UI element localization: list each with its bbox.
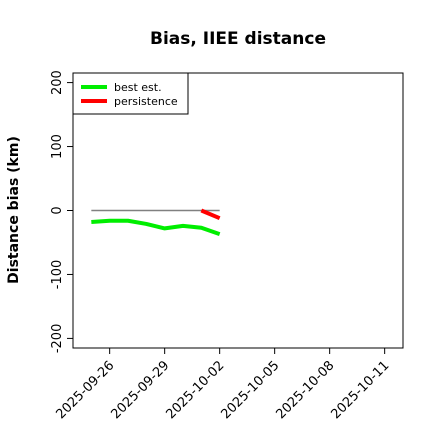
- x-tick-label: 2025-10-05: [218, 358, 282, 422]
- legend-label: persistence: [114, 95, 178, 108]
- legend: best est.persistence: [72, 72, 189, 115]
- x-tick-label: 2025-10-02: [163, 358, 227, 422]
- legend-box: [72, 72, 189, 115]
- y-axis-label: Distance bias (km): [6, 136, 22, 284]
- x-tick-label: 2025-10-11: [328, 358, 392, 422]
- y-tick-label: 200: [50, 70, 65, 95]
- y-tick-label: -100: [50, 260, 65, 290]
- series-line-persistence: [200, 208, 221, 221]
- x-tick-label: 2025-09-29: [108, 358, 172, 422]
- legend-label: best est.: [114, 81, 162, 94]
- y-tick-label: -200: [50, 324, 65, 354]
- axes: -200-10001002002025-09-262025-09-292025-…: [50, 70, 392, 422]
- plot-content: [91, 208, 221, 237]
- y-tick-label: 0: [50, 206, 65, 214]
- x-tick-label: 2025-09-26: [53, 358, 117, 422]
- chart-title: Bias, IIEE distance: [150, 29, 326, 49]
- y-tick-label: 100: [50, 134, 65, 159]
- x-tick-label: 2025-10-08: [273, 358, 337, 422]
- plot-frame: [72, 72, 404, 349]
- series-line-best-est: [91, 218, 221, 237]
